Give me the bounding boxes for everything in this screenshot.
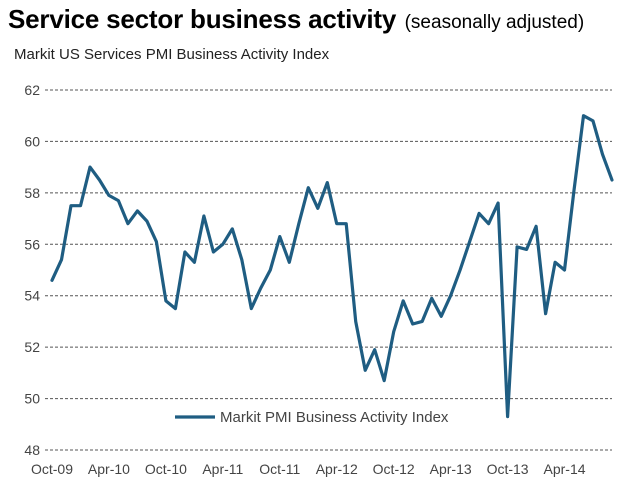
x-tick-label: Oct-13 [487,461,529,477]
x-axis-ticks: Oct-09 Apr-10 Oct-10 Apr-11 Oct-11 Apr-12 Oct-… [31,461,586,477]
series-group [50,114,614,419]
y-tick-label: 58 [24,185,40,201]
chart-title: Service sector business activity [8,4,397,34]
y-tick-label: 54 [24,288,40,304]
x-tick-label: Apr-14 [544,461,586,477]
x-tick-label: Apr-12 [316,461,358,477]
chart-title-row: Service sector business activity (season… [8,4,638,35]
y-tick-label: 52 [24,339,40,355]
x-tick-label: Oct-12 [373,461,415,477]
y-tick-label: 50 [24,391,40,407]
x-tick-label: Oct-11 [259,461,300,477]
legend-label: Markit PMI Business Activity Index [220,409,449,426]
x-tick-label: Apr-13 [430,461,472,477]
x-tick-label: Oct-10 [145,461,187,477]
y-tick-label: 56 [24,236,40,252]
x-tick-label: Oct-09 [31,461,73,477]
y-tick-label: 62 [24,82,40,98]
chart-title-suffix: (seasonally adjusted) [404,12,585,33]
y-tick-label: 60 [24,133,40,149]
y-tick-label: 48 [24,442,40,458]
series-line [50,114,614,419]
x-tick-label: Apr-10 [88,461,130,477]
legend: Markit PMI Business Activity Index [175,409,449,426]
x-tick-label: Apr-11 [202,461,243,477]
gridlines [45,89,612,451]
y-axis-ticks: 48 50 52 54 56 58 60 62 [24,82,40,458]
chart-subtitle: Markit US Services PMI Business Activity… [14,46,330,63]
